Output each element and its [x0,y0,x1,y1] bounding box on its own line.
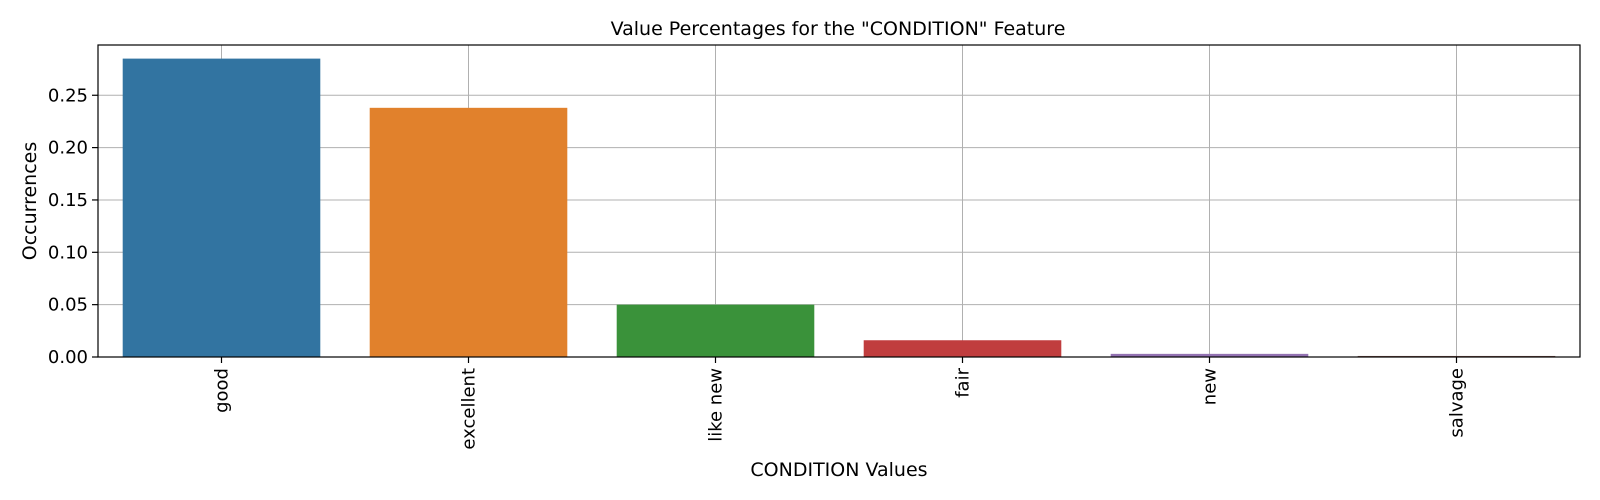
y-axis-ticks: 0.00 0.05 0.10 0.15 0.20 0.25 [48,85,98,368]
x-tick-label: new [1200,368,1221,405]
bar-good [122,58,321,357]
chart-title: Value Percentages for the "CONDITION" Fe… [611,18,1066,40]
bar-excellent [369,107,568,358]
y-tick-label: 0.15 [48,190,88,211]
y-tick-label: 0.05 [48,295,88,316]
bar-fair [863,340,1062,357]
x-tick-label: like new [706,368,727,442]
bars [122,58,1556,358]
y-tick-label: 0.10 [48,242,88,263]
x-tick-label: good [212,368,233,413]
x-axis-label: CONDITION Values [750,459,927,481]
bar-like-new [616,304,815,357]
y-tick-label: 0.25 [48,85,88,106]
y-tick-label: 0.00 [48,347,88,368]
plot-area-frame [97,44,1581,358]
grid [98,45,1580,358]
bar-new [1110,353,1309,357]
x-tick-label: salvage [1447,368,1468,438]
x-tick-label: excellent [459,368,480,450]
y-axis-label: Occurrences [19,142,41,261]
x-axis-ticks: good excellent like new fair new salvage [212,357,1468,450]
y-tick-label: 0.20 [48,138,88,159]
x-tick-label: fair [953,367,974,397]
